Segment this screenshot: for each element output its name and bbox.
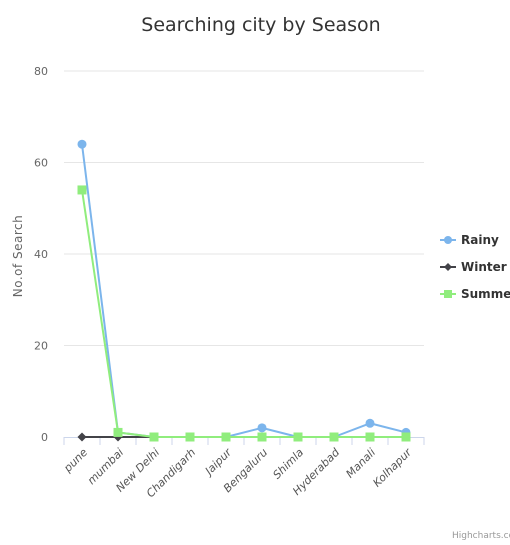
legend-symbol-marker[interactable]	[444, 236, 452, 244]
chart-title: Searching city by Season	[141, 14, 380, 36]
data-point[interactable]	[257, 423, 267, 433]
data-point[interactable]	[401, 432, 411, 442]
data-point[interactable]	[113, 427, 123, 437]
series-summer	[77, 185, 411, 442]
legend-label: Winter	[461, 260, 507, 274]
series-line	[81, 188, 407, 438]
data-point[interactable]	[365, 432, 375, 442]
legend-symbol-marker[interactable]	[444, 290, 452, 298]
legend-symbol-marker[interactable]	[444, 263, 452, 271]
x-tick-label: Manali	[343, 446, 378, 481]
legend-item-rainy[interactable]: Rainy	[440, 233, 499, 247]
data-point[interactable]	[329, 432, 339, 442]
data-point[interactable]	[77, 139, 87, 149]
y-tick-label: 40	[34, 248, 48, 261]
x-tick-label: Jaipur	[201, 445, 235, 479]
y-tick-label: 80	[34, 65, 48, 78]
series-layer	[77, 139, 411, 442]
data-point[interactable]	[77, 185, 87, 195]
legend-item-summer[interactable]: Summer	[440, 287, 510, 301]
legend-label: Rainy	[461, 233, 499, 247]
y-axis-title: No.of Search	[11, 215, 25, 298]
data-point[interactable]	[185, 432, 195, 442]
y-tick-label: 60	[34, 157, 48, 170]
x-tick-label: Kolhapur	[370, 445, 415, 490]
data-point[interactable]	[221, 432, 231, 442]
x-tick-label: pune	[61, 446, 91, 476]
series-line	[81, 143, 407, 438]
legend[interactable]: Rainy Winter Summer	[440, 233, 510, 301]
legend-item-winter[interactable]: Winter	[440, 260, 507, 274]
credits-link[interactable]: Highcharts.com	[452, 531, 510, 541]
data-point[interactable]	[257, 432, 267, 442]
legend-label: Summer	[461, 287, 510, 301]
series-rainy	[77, 139, 411, 442]
data-point[interactable]	[365, 418, 375, 428]
y-tick-label: 0	[41, 431, 48, 444]
data-point[interactable]	[149, 432, 159, 442]
grid-lines	[64, 70, 424, 346]
data-point[interactable]	[77, 432, 87, 442]
data-point[interactable]	[293, 432, 303, 442]
y-tick-label: 20	[34, 340, 48, 353]
x-tick-label: Shimla	[270, 446, 306, 482]
